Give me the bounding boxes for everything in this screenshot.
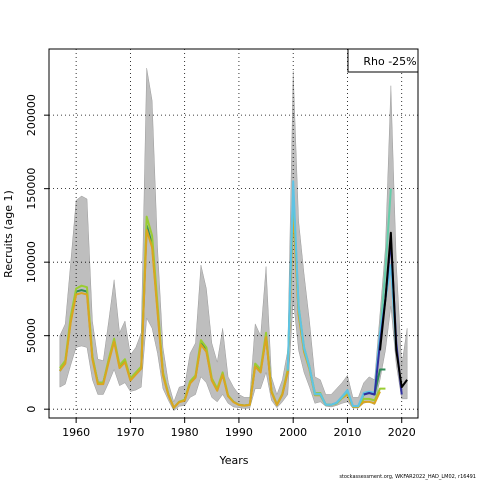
x-axis-title: Years [218,454,248,467]
x-axis-ticks: 1960 1970 1980 1990 2000 2010 2020 [62,418,416,439]
confidence-band-layer [59,68,408,412]
x-tick-label: 1990 [225,426,253,439]
legend: Rho -25% [347,48,419,73]
x-tick-label: 2010 [333,426,361,439]
confidence-band [59,68,408,412]
y-axis-title: Recruits (age 1) [2,190,15,278]
y-axis-ticks: 0 50000 100000 150000 200000 [25,94,49,413]
y-tick-label: 150000 [25,168,38,210]
x-tick-label: 2000 [279,426,307,439]
x-tick-label: 1970 [116,426,144,439]
y-tick-label: 100000 [25,241,38,283]
series-line-7 [379,231,408,389]
credit-text: stockassessment.org, WKFAR2022_HAD_LM02,… [339,474,476,480]
series-layer [59,180,408,409]
y-tick-label: 50000 [25,318,38,353]
legend-text: Rho -25% [363,55,416,68]
y-tick-label: 200000 [25,94,38,136]
x-tick-label: 1960 [62,426,90,439]
x-tick-label: 1980 [171,426,199,439]
plot-frame [48,48,419,419]
legend-box [347,48,419,73]
x-tick-label: 2020 [388,426,416,439]
y-tick-label: 0 [25,406,38,413]
